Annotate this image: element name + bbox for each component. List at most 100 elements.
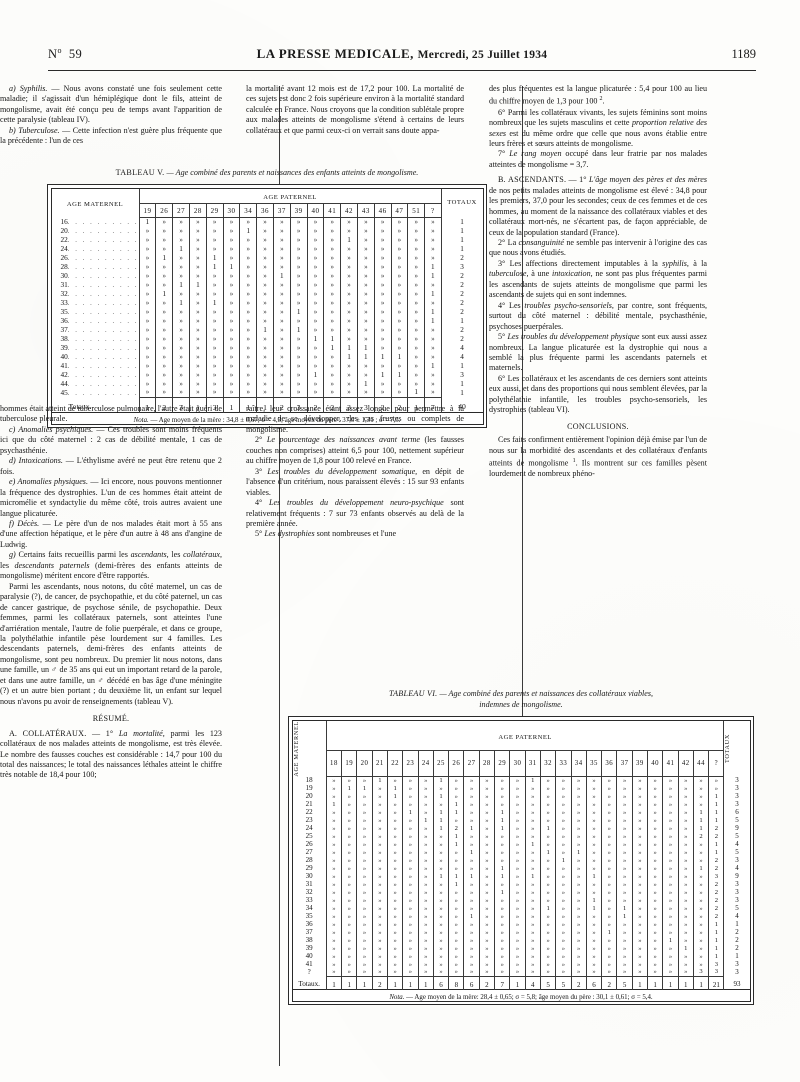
table-6-cell: » — [356, 920, 373, 929]
table-6-cell: » — [356, 888, 373, 897]
table-6-cell: » — [386, 944, 403, 953]
table-6-cell: » — [494, 936, 510, 945]
table-5-total-cell: 2 — [390, 396, 408, 412]
table-5-cell: » — [205, 325, 224, 334]
table-6-cell: » — [448, 960, 464, 969]
table-row: 32. . . . . . . . . .» 1»»»»»»»»»»»»»»» 1 2 — [52, 289, 483, 298]
table-6-col-header: ? — [708, 750, 724, 777]
table-6-cell: » — [432, 944, 449, 953]
table-6-cell: » — [478, 888, 495, 897]
table-6-cell: » — [524, 904, 541, 913]
table-5-cell: » — [356, 370, 375, 379]
table-6-row-label: 25 — [305, 832, 313, 841]
table-5-col-header: 39 — [289, 203, 308, 218]
table-6-cell: » — [448, 792, 464, 801]
table-6-cell: » — [463, 904, 480, 913]
table-5-cell: » — [373, 334, 392, 343]
table-6-cell: » — [692, 888, 709, 897]
table-6-cell: » — [692, 960, 709, 969]
table-6-cell: » — [601, 872, 617, 881]
table-6-cell: » — [356, 968, 373, 977]
table-6-cell: » — [325, 880, 342, 889]
table-5-cell: » — [239, 217, 257, 226]
table-6-cell: » — [585, 808, 602, 817]
table-6-cell: » — [616, 792, 633, 801]
table-5-cell: » — [205, 343, 224, 352]
table-5-cell: » — [306, 307, 324, 316]
table-6-cell: » — [677, 848, 694, 857]
table-6-cell: » — [631, 880, 648, 889]
table-6-cell: » — [386, 808, 403, 817]
table-row: 18»»» 1»»» 1»»»»» 1»»»»»»»»»»»» 3 — [293, 776, 750, 785]
table-6-cell: » — [601, 864, 617, 873]
table-6-cell: » — [509, 784, 526, 793]
table-5-cell: » — [289, 343, 308, 352]
table-6-cell: » — [478, 824, 495, 833]
table-6-cell: 1 — [432, 824, 449, 833]
table-6-cell: » — [631, 792, 648, 801]
table-5-cell: » — [256, 370, 274, 379]
table-6-cell: » — [539, 832, 556, 841]
table-6-row-label: 40 — [305, 952, 313, 961]
table-5-total-cell: 2 — [155, 396, 173, 412]
table-5-cell: 1 — [222, 262, 240, 271]
table-6-cell: » — [631, 936, 648, 945]
table-5-cell: » — [172, 316, 190, 325]
table-6-cell: 1 — [616, 904, 633, 913]
table-5-cell: » — [205, 217, 224, 226]
table-6-cell: » — [432, 888, 449, 897]
table-6-cell: 1 — [601, 928, 617, 937]
table-5-cell: » — [155, 343, 173, 352]
table-6-cell: » — [402, 880, 419, 889]
table-6-cell: » — [524, 968, 541, 977]
table-5-cell: » — [138, 280, 156, 289]
table-5-cell: » — [239, 271, 257, 280]
table-5-cell: » — [272, 388, 291, 397]
table-6-cell: » — [371, 784, 388, 793]
table-row: 42. . . . . . . . . .»»»»»»»»»» 1»»» 1 1»» 3 — [52, 370, 483, 379]
table-6-cell: » — [616, 800, 633, 809]
table-5-cell: » — [373, 325, 392, 334]
table-6-cell: » — [478, 792, 495, 801]
table-6-cell: » — [371, 960, 388, 969]
table-5-cell: » — [138, 244, 156, 253]
table-6-col-header: 39 — [631, 750, 648, 777]
table-6-cell: 1 — [539, 904, 556, 913]
table-6-cell: » — [585, 824, 602, 833]
table-6-cell: » — [539, 952, 556, 961]
table-5-cell: » — [188, 379, 207, 388]
table-6-cell: » — [463, 864, 480, 873]
table-6-cell: » — [402, 960, 419, 969]
table-5-cell: » — [138, 226, 156, 235]
table-5-cell: » — [205, 379, 224, 388]
table-6-total-cell: 4 — [524, 975, 541, 990]
table-6-cell: » — [341, 848, 357, 857]
table-6-inner: AGE MATERNEL AGE PATERNEL TOTAUX 18 19 20 21 22… — [291, 719, 751, 1002]
table-5-cell: » — [306, 316, 324, 325]
table-5-col-header: 51 — [407, 203, 425, 218]
table-6-col-group-header: AGE PATERNEL — [325, 720, 724, 752]
table-6-cell: » — [325, 776, 342, 785]
table-6-cell: » — [570, 968, 587, 977]
table-6-cell: 1 — [585, 904, 602, 913]
table-6-cell: 1 — [494, 816, 510, 825]
table-6-total-cell: 21 — [708, 975, 724, 990]
table-5-cell: » — [306, 271, 324, 280]
table-6-row-total: 1 — [723, 952, 750, 961]
table-5-total-cell: 1 — [407, 396, 425, 412]
table-6-cell: 2 — [708, 856, 724, 865]
table-5-cell: » — [323, 316, 341, 325]
table-6-cell: 1 — [708, 944, 724, 953]
table-5-cell: » — [373, 280, 392, 289]
table-5-cell: » — [155, 352, 173, 361]
table-5-cell: » — [138, 235, 156, 244]
table-6-cell: » — [631, 856, 648, 865]
table-6-cell: » — [402, 920, 419, 929]
table-6-cell: » — [570, 952, 587, 961]
table-5-cell: 1 — [172, 280, 190, 289]
paragraph-pourcentage: 2° Le pourcentage des naissances avant t… — [246, 435, 465, 466]
table-5-cell: » — [256, 307, 274, 316]
table-5-cell: » — [155, 388, 173, 397]
conclusions-heading: CONCLUSIONS. — [567, 421, 629, 431]
table-6-cell: » — [616, 888, 633, 897]
